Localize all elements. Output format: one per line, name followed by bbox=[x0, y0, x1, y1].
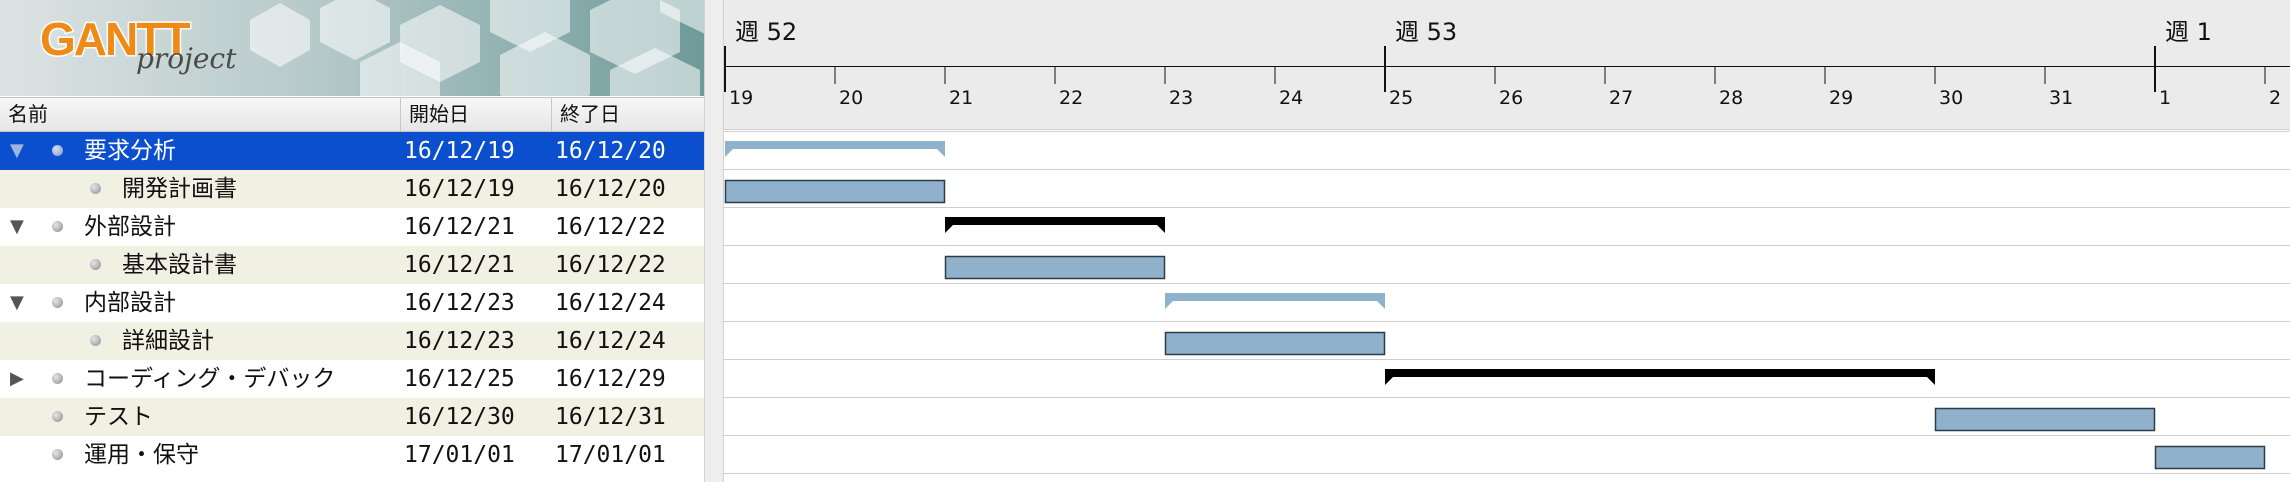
task-bullet-icon bbox=[52, 221, 63, 232]
column-header-end[interactable]: 終了日 bbox=[560, 102, 620, 126]
week-label: 週 1 bbox=[2165, 18, 2212, 46]
gantt-chart-canvas[interactable]: 週 52 週 53 週 1 19 20 21 22 23 24 25 26 27 28 29 30 31 1 2 bbox=[724, 0, 2290, 482]
day-label: 24 bbox=[1279, 87, 1303, 109]
task-bullet-icon bbox=[52, 373, 63, 384]
task-bar[interactable] bbox=[2154, 445, 2266, 470]
day-label: 2 bbox=[2269, 87, 2281, 109]
task-row[interactable]: ▼ 内部設計 16/12/23 16/12/24 bbox=[0, 284, 704, 322]
day-label: 29 bbox=[1829, 87, 1853, 109]
day-label: 22 bbox=[1059, 87, 1083, 109]
task-bullet-icon bbox=[52, 145, 63, 156]
task-start-date[interactable]: 16/12/19 bbox=[404, 176, 515, 202]
day-label: 27 bbox=[1609, 87, 1633, 109]
collapse-triangle-icon[interactable]: ▶ bbox=[10, 368, 24, 389]
task-bar[interactable] bbox=[944, 255, 1166, 280]
task-row[interactable]: テスト 16/12/30 16/12/31 bbox=[0, 398, 704, 436]
day-label: 23 bbox=[1169, 87, 1193, 109]
day-label: 25 bbox=[1389, 87, 1413, 109]
task-bullet-icon bbox=[90, 335, 101, 346]
task-table-header: 名前 開始日 終了日 bbox=[0, 97, 704, 132]
task-bar[interactable] bbox=[724, 179, 946, 204]
task-row[interactable]: 運用・保守 17/01/01 17/01/01 bbox=[0, 436, 704, 474]
task-end-date[interactable]: 16/12/24 bbox=[555, 290, 666, 316]
task-row[interactable]: ▼ 要求分析 16/12/19 16/12/20 bbox=[0, 132, 704, 170]
task-name[interactable]: テスト bbox=[84, 404, 153, 430]
column-header-start[interactable]: 開始日 bbox=[409, 102, 469, 126]
task-bar[interactable] bbox=[1934, 407, 2156, 432]
task-start-date[interactable]: 16/12/21 bbox=[404, 252, 515, 278]
task-start-date[interactable]: 16/12/21 bbox=[404, 214, 515, 240]
day-label: 21 bbox=[949, 87, 973, 109]
column-separator[interactable] bbox=[400, 98, 401, 131]
day-label: 30 bbox=[1939, 87, 1963, 109]
task-name[interactable]: コーディング・デバック bbox=[84, 366, 336, 392]
task-end-date[interactable]: 16/12/20 bbox=[555, 176, 666, 202]
task-start-date[interactable]: 16/12/23 bbox=[404, 290, 515, 316]
task-bullet-icon bbox=[52, 297, 63, 308]
day-label: 31 bbox=[2049, 87, 2073, 109]
task-row[interactable]: ▶ コーディング・デバック 16/12/25 16/12/29 bbox=[0, 360, 704, 398]
expand-triangle-icon[interactable]: ▼ bbox=[10, 216, 24, 237]
day-label: 28 bbox=[1719, 87, 1743, 109]
day-label: 20 bbox=[839, 87, 863, 109]
task-start-date[interactable]: 16/12/25 bbox=[404, 366, 515, 392]
logo-subtitle: project bbox=[136, 42, 237, 75]
week-label: 週 53 bbox=[1395, 18, 1457, 46]
logo-word-text: GANTT bbox=[40, 13, 190, 65]
task-bullet-icon bbox=[90, 183, 101, 194]
task-tree-panel: GANTT project 名前 開始日 終了日 ▼ 要求分析 16/12/19 16… bbox=[0, 0, 704, 482]
task-name[interactable]: 外部設計 bbox=[84, 214, 176, 240]
column-header-name[interactable]: 名前 bbox=[8, 102, 48, 126]
summary-task-bar[interactable] bbox=[1385, 369, 1935, 385]
task-bullet-icon bbox=[52, 449, 63, 460]
task-row[interactable]: 基本設計書 16/12/21 16/12/22 bbox=[0, 246, 704, 284]
summary-task-bar[interactable] bbox=[725, 141, 945, 157]
task-end-date[interactable]: 17/01/01 bbox=[555, 442, 666, 468]
day-label: 19 bbox=[729, 87, 753, 109]
task-row[interactable]: 開発計画書 16/12/19 16/12/20 bbox=[0, 170, 704, 208]
summary-task-bar[interactable] bbox=[945, 217, 1165, 233]
task-start-date[interactable]: 16/12/23 bbox=[404, 328, 515, 354]
task-end-date[interactable]: 16/12/22 bbox=[555, 214, 666, 240]
task-end-date[interactable]: 16/12/31 bbox=[555, 404, 666, 430]
gantt-chart[interactable]: 週 52 週 53 週 1 19 20 21 22 23 24 25 26 27 28 29 30 31 1 2 bbox=[724, 0, 2290, 482]
day-label: 1 bbox=[2159, 87, 2171, 109]
column-separator[interactable] bbox=[551, 98, 552, 131]
task-start-date[interactable]: 16/12/19 bbox=[404, 138, 515, 164]
task-end-date[interactable]: 16/12/24 bbox=[555, 328, 666, 354]
expand-triangle-icon[interactable]: ▼ bbox=[10, 140, 24, 161]
ganttproject-logo: GANTT project bbox=[0, 0, 704, 96]
week-label: 週 52 bbox=[735, 18, 797, 46]
task-name[interactable]: 内部設計 bbox=[84, 290, 176, 316]
task-name[interactable]: 運用・保守 bbox=[84, 442, 199, 468]
task-name[interactable]: 基本設計書 bbox=[122, 252, 237, 278]
day-label: 26 bbox=[1499, 87, 1523, 109]
expand-triangle-icon[interactable]: ▼ bbox=[10, 292, 24, 313]
task-bullet-icon bbox=[52, 411, 63, 422]
task-bar[interactable] bbox=[1164, 331, 1386, 356]
gantt-logo-word: GANTT bbox=[39, 12, 194, 67]
task-end-date[interactable]: 16/12/20 bbox=[555, 138, 666, 164]
task-name[interactable]: 要求分析 bbox=[84, 138, 176, 164]
task-name[interactable]: 詳細設計 bbox=[122, 328, 214, 354]
task-start-date[interactable]: 17/01/01 bbox=[404, 442, 515, 468]
task-row[interactable]: 詳細設計 16/12/23 16/12/24 bbox=[0, 322, 704, 360]
task-start-date[interactable]: 16/12/30 bbox=[404, 404, 515, 430]
task-row[interactable]: ▼ 外部設計 16/12/21 16/12/22 bbox=[0, 208, 704, 246]
summary-task-bar[interactable] bbox=[1165, 293, 1385, 309]
task-end-date[interactable]: 16/12/29 bbox=[555, 366, 666, 392]
task-bullet-icon bbox=[90, 259, 101, 270]
task-table-rows: ▼ 要求分析 16/12/19 16/12/20 開発計画書 16/12/19 16/12/… bbox=[0, 132, 704, 474]
hexagon-pattern bbox=[250, 0, 704, 96]
task-name[interactable]: 開発計画書 bbox=[122, 176, 237, 202]
timeline-header bbox=[724, 0, 2290, 130]
task-end-date[interactable]: 16/12/22 bbox=[555, 252, 666, 278]
split-pane-divider[interactable] bbox=[704, 0, 724, 482]
